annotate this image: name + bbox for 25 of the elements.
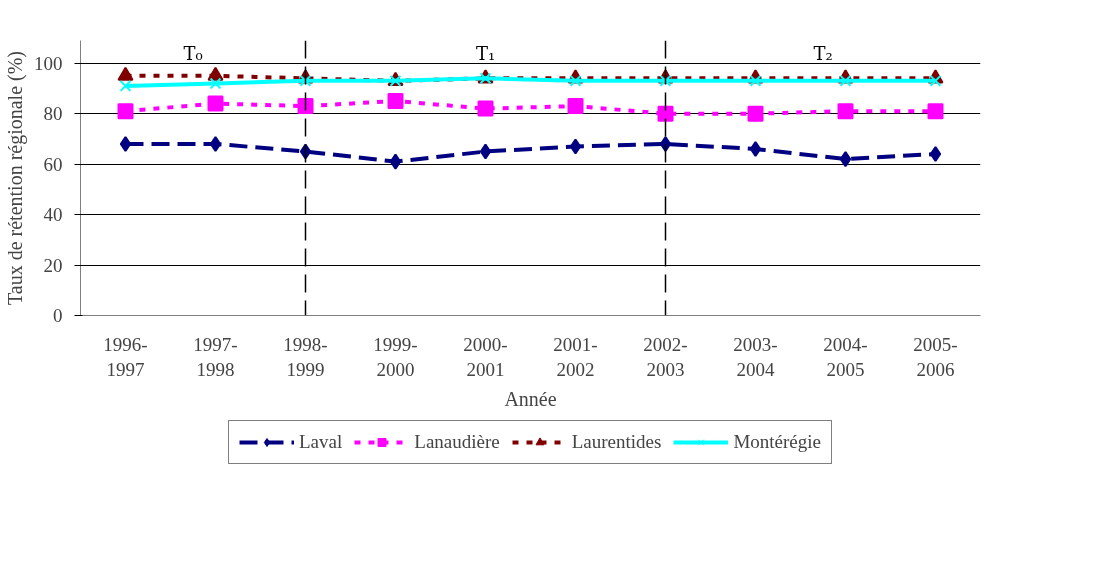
legend-label: Lanaudière [414, 431, 500, 453]
x-tick-label: 1998-1999 [283, 333, 328, 380]
x-tick-label: 2005-2006 [913, 333, 958, 380]
y-tick-label: 40 [43, 204, 63, 226]
y-axis-title: Taux de rétention régionale (%) [4, 50, 27, 306]
x-tick-label: 2001-2002 [553, 333, 598, 380]
x-tick-label: 1997-1998 [193, 333, 238, 380]
annotation: T₀ [183, 42, 203, 64]
x-tick-label: 1999-2000 [373, 333, 418, 380]
x-tick-label: 2002-2003 [643, 333, 688, 380]
y-tick-label: 100 [34, 52, 63, 74]
x-tick-label: 1996-1997 [103, 333, 148, 380]
legend-label: Laval [299, 431, 343, 453]
x-tick-label: 2000-2001 [463, 333, 508, 380]
y-tick-label: 20 [43, 254, 63, 276]
y-tick-label: 80 [43, 103, 63, 125]
y-tick-label: 60 [43, 153, 63, 175]
x-axis-title: Année [504, 387, 557, 410]
y-tick-label: 0 [53, 305, 63, 326]
annotation: T₂ [813, 42, 833, 64]
legend-label: Montérégie [733, 431, 821, 453]
annotation: T₁ [475, 42, 496, 64]
x-tick-label: 2004-2005 [823, 333, 868, 380]
legend-label: Laurentides [571, 431, 662, 453]
x-tick-label: 2003-2004 [733, 333, 778, 380]
